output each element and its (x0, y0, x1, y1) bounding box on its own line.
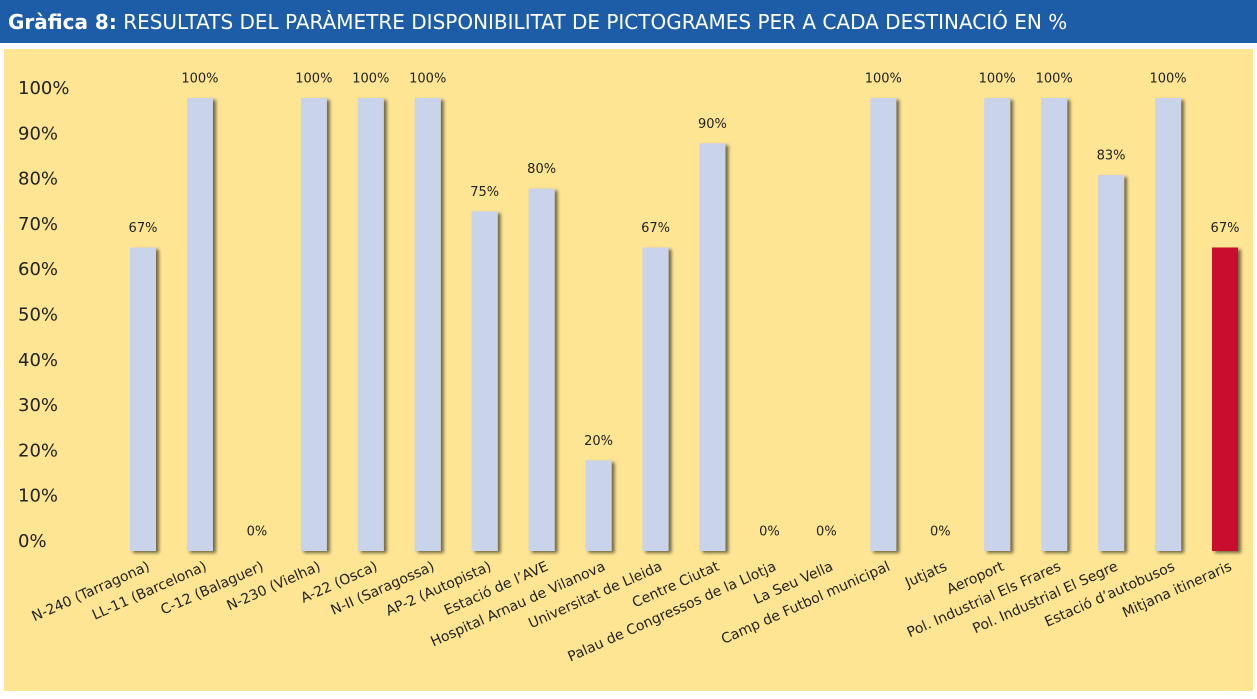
y-tick-label: 10% (18, 486, 58, 507)
value-label: 83% (1097, 149, 1126, 164)
value-label: 67% (129, 221, 158, 236)
value-label: 67% (1211, 221, 1240, 236)
bar (1098, 175, 1125, 551)
value-label: 100% (409, 72, 446, 87)
bar (130, 247, 156, 552)
value-label: 100% (181, 72, 218, 87)
value-label: 75% (470, 185, 499, 200)
value-label: 100% (352, 72, 389, 87)
bar (186, 98, 213, 551)
plot: 0%10%20%30%40%50%60%70%80%90%100%67%N-24… (18, 72, 1239, 666)
bar (357, 98, 384, 551)
y-tick-label: 80% (18, 169, 58, 190)
value-label: 0% (247, 525, 268, 540)
value-label: 100% (865, 72, 902, 87)
value-label: 0% (816, 525, 837, 540)
y-tick-label: 40% (18, 350, 58, 371)
y-tick-label: 70% (18, 214, 58, 235)
bar (414, 98, 441, 551)
title-text: RESULTATS DEL PARÀMETRE DISPONIBILITAT D… (123, 10, 1067, 34)
value-label: 67% (641, 221, 670, 236)
value-label: 100% (979, 72, 1016, 87)
bar (585, 460, 612, 551)
value-label: 0% (930, 525, 951, 540)
value-label: 100% (295, 72, 332, 87)
value-label: 80% (527, 162, 556, 177)
title-label: Gràfica 8: (8, 10, 117, 34)
bar (870, 98, 897, 551)
value-label: 20% (584, 434, 613, 449)
bar (699, 143, 726, 552)
bar (642, 247, 669, 552)
y-tick-label: 20% (18, 440, 58, 461)
bar (1041, 98, 1068, 551)
value-label: 100% (1036, 72, 1073, 87)
y-tick-label: 50% (18, 305, 58, 326)
y-tick-label: 90% (18, 123, 58, 144)
value-label: 90% (698, 117, 727, 132)
header-bar (0, 0, 1257, 43)
bar (471, 211, 498, 551)
value-label: 0% (759, 525, 780, 540)
y-tick-label: 100% (18, 78, 69, 99)
y-tick-label: 30% (18, 395, 58, 416)
y-tick-label: 0% (18, 531, 47, 552)
value-label: 100% (1149, 72, 1186, 87)
y-tick-label: 60% (18, 259, 58, 280)
bar (984, 98, 1011, 551)
bar (300, 98, 327, 551)
bar (1155, 98, 1182, 551)
chart-title: Gràfica 8: RESULTATS DEL PARÀMETRE DISPO… (8, 10, 1067, 34)
bar (1212, 247, 1238, 552)
bar (528, 188, 555, 551)
